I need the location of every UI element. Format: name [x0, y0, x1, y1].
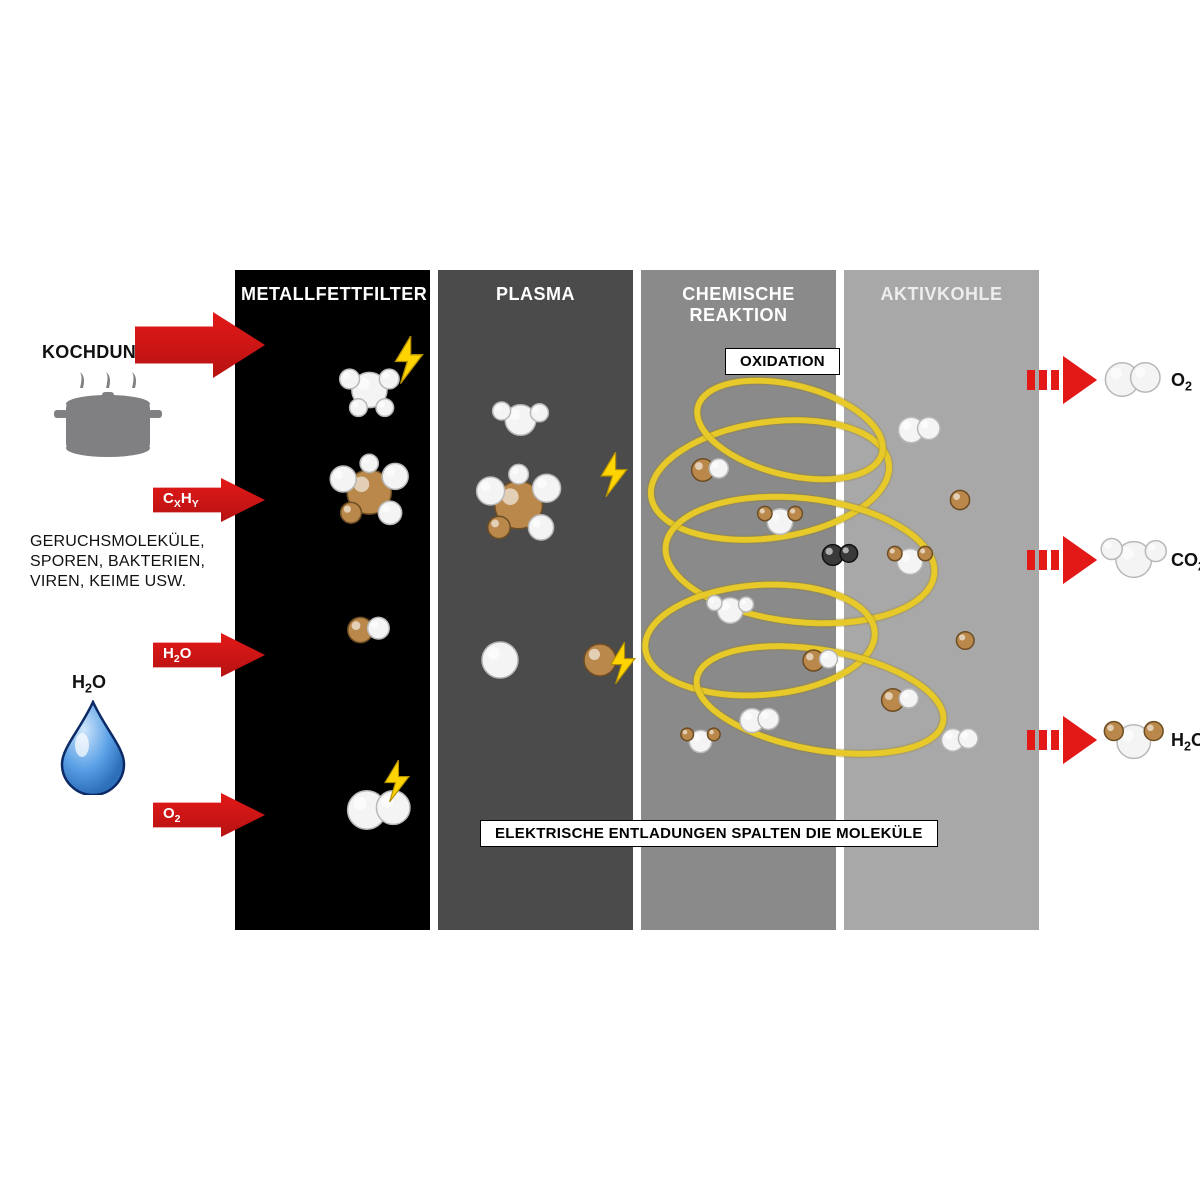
molecule-15 — [892, 406, 948, 459]
column-header-chemische: CHEMISCHEREAKTION — [641, 270, 836, 335]
molecule-9 — [752, 496, 808, 549]
molecule-19 — [872, 676, 928, 729]
output-arrow-1 — [1027, 536, 1097, 589]
input-arrow-2 — [153, 633, 265, 682]
lightning-icon-3 — [608, 642, 638, 689]
molecule-14 — [676, 719, 725, 766]
pot-icon — [48, 370, 168, 470]
molecule-18 — [946, 624, 985, 662]
lightning-icon-0 — [392, 336, 426, 389]
column-header-aktivkohle: AKTIVKOHLE — [844, 270, 1039, 315]
molecule-17 — [882, 536, 938, 589]
output-arrow-0 — [1027, 356, 1097, 409]
output-molecule-0 — [1097, 348, 1171, 416]
badge-oxidation: OXIDATION — [725, 348, 840, 375]
column-header-metallfettfilter: METALLFETTFILTER — [235, 270, 430, 315]
molecule-2 — [337, 603, 400, 662]
output-formula-2: H2O — [1171, 730, 1200, 754]
molecule-4 — [471, 463, 569, 552]
input-arrow-0 — [135, 312, 265, 383]
water-drop-icon — [58, 700, 128, 800]
molecule-13 — [734, 698, 787, 748]
molecule-7 — [489, 393, 552, 452]
output-formula-1: CO2 — [1171, 550, 1200, 574]
lightning-icon-2 — [598, 452, 630, 502]
input-water-label: H2O — [72, 672, 106, 696]
diagram-stage: METALLFETTFILTERPLASMACHEMISCHEREAKTIONA… — [0, 0, 1200, 1200]
input-description: GERUCHSMOLEKÜLE, SPOREN, BAKTERIEN, VIRE… — [30, 532, 215, 592]
molecule-1 — [325, 453, 416, 536]
output-arrow-2 — [1027, 716, 1097, 769]
output-molecule-1 — [1097, 528, 1171, 596]
molecule-16 — [939, 482, 981, 523]
molecule-11 — [704, 588, 757, 638]
molecule-10 — [812, 531, 868, 584]
lightning-icon-1 — [382, 760, 412, 807]
molecule-8 — [682, 446, 738, 499]
output-formula-0: O2 — [1171, 370, 1192, 394]
input-arrow-1 — [153, 478, 265, 527]
output-molecule-2 — [1097, 708, 1171, 776]
input-arrow-3 — [153, 793, 265, 842]
badge-discharge: ELEKTRISCHE ENTLADUNGEN SPALTEN DIE MOLE… — [480, 820, 938, 847]
molecule-5 — [465, 630, 535, 695]
molecule-12 — [794, 638, 847, 688]
column-header-plasma: PLASMA — [438, 270, 633, 315]
molecule-20 — [936, 719, 985, 766]
